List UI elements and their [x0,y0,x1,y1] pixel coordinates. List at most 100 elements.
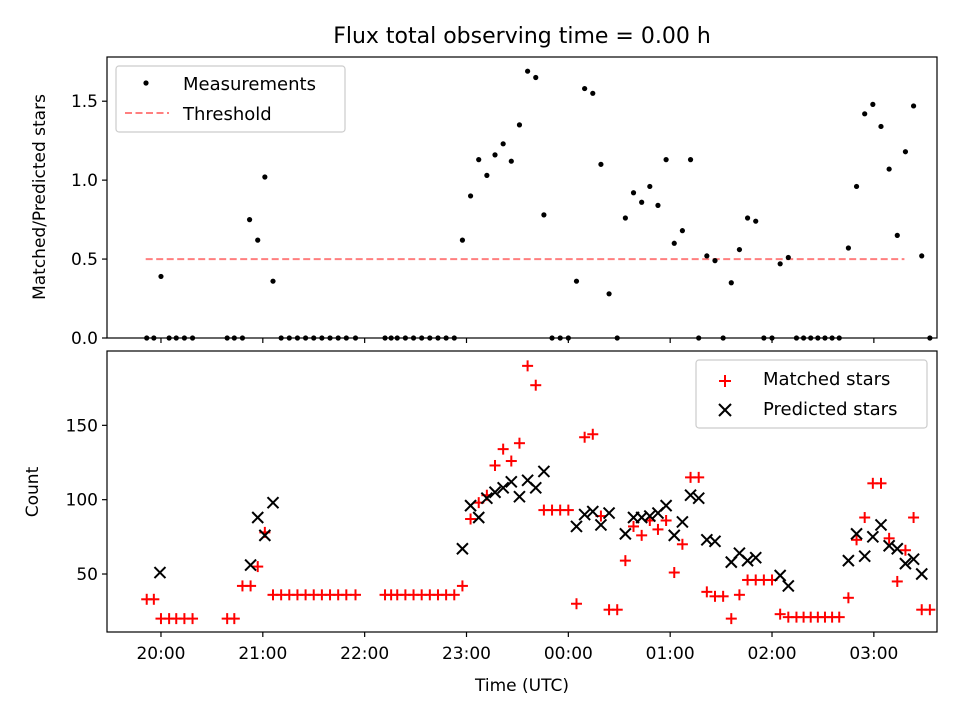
matched-star-point [924,604,936,616]
predicted-star-point [858,549,871,563]
measurement-point [410,335,417,341]
predicted-star-point [907,552,920,566]
legend-matched-marker [719,375,731,387]
measurement-point [311,335,317,341]
predicted-star-point [505,475,518,489]
predicted-star-point [537,465,551,478]
measurement-point [671,240,677,246]
measurement-point [302,335,309,341]
measurement-point [541,212,547,218]
measurement-point [590,90,596,96]
bottom-x-tick-label: 02:00 [748,644,797,664]
measurement-point [822,335,828,341]
predicted-star-point [529,481,542,494]
legend-matched-label: Matched stars [763,369,890,390]
matched-star-point [891,575,903,587]
measurement-point [173,335,179,341]
matched-star-point [530,379,542,391]
measurement-point [239,335,246,341]
measurement-point [862,111,868,117]
top-y-tick-label: 0.0 [71,329,98,349]
predicted-star-point [741,554,754,567]
predicted-star-point [782,579,795,593]
predicted-star-point [456,542,469,555]
matched-star-point [456,580,468,592]
measurement-point [319,335,325,341]
measurement-point [557,335,563,341]
matched-stars-points [141,360,936,625]
measurement-point [582,85,588,92]
measurement-point [687,157,694,163]
legend-predicted-label: Predicted stars [763,399,897,420]
measurement-point [327,335,333,341]
predicted-star-point [480,491,494,505]
x-axis-label: Time (UTC) [474,676,569,696]
top-legend: Measurements Threshold [115,65,346,133]
measurement-point [508,158,514,164]
matched-star-point [148,593,160,605]
predicted-star-point [602,506,616,520]
measurement-point [736,246,743,253]
predicted-star-point [594,518,608,532]
predicted-star-point [258,529,272,542]
predicted-star-point [513,490,526,503]
matched-star-point [733,589,745,601]
measurement-point [927,335,933,341]
measurement-point [294,335,301,341]
matched-star-point [505,455,517,467]
matched-star-point [636,529,648,541]
top-y-axis-label: Matched/Predicted stars [30,94,50,300]
predicted-star-point [266,496,280,509]
predicted-star-point [882,539,896,552]
predicted-star-point [708,535,722,548]
measurement-point [886,166,892,172]
measurement-point [166,335,172,341]
predicted-star-point [586,505,599,518]
measurement-point [793,335,800,341]
matched-star-point [228,613,240,625]
predicted-star-point [676,515,689,529]
measurement-point [894,232,900,238]
bottom-panel: 50 100 150 20:00 21:00 22:00 23:00 00:00 01:00 0… [23,350,938,696]
matched-star-point [875,477,887,489]
matched-star-point [628,520,640,532]
measurement-point [565,335,571,341]
measurement-point [655,202,661,208]
measurement-point [663,157,669,163]
predicted-star-point [891,542,904,555]
bottom-y-tick-label: 150 [66,416,98,436]
matched-star-point [899,544,911,556]
predicted-star-point [692,491,705,505]
measurement-point [769,335,775,341]
matched-star-point [465,513,477,525]
measurement-point [622,215,628,221]
measurement-point [500,141,506,147]
predicted-star-point [749,551,762,564]
measurement-point [231,335,237,341]
measurement-point [870,101,876,107]
measurement-point [394,335,400,341]
predicted-star-point [850,527,863,541]
measurement-point [696,335,702,341]
predicted-star-point [619,527,632,541]
measurement-point [647,183,653,190]
top-legend-box [115,65,346,133]
predicted-star-point [668,529,681,542]
measurement-point [753,218,759,224]
measurement-point [255,237,261,243]
measurement-point [533,74,539,81]
measurement-point [785,254,791,261]
predicted-star-point [915,567,928,581]
matched-star-point [660,514,672,526]
measurement-point [144,335,150,341]
measurement-point [744,215,751,221]
measurement-point [492,152,498,158]
bottom-y-tick-label: 100 [66,491,98,511]
measurement-point [286,335,292,341]
matched-star-point [908,512,920,524]
bottom-legend: Matched stars Predicted stars [695,359,928,429]
measurement-point [598,161,604,167]
predicted-star-point [153,566,167,579]
top-panel: 0.0 0.5 1.0 1.5 Matched/Predicted stars Mea… [30,56,938,349]
bottom-y-tick-label: 50 [76,565,98,585]
